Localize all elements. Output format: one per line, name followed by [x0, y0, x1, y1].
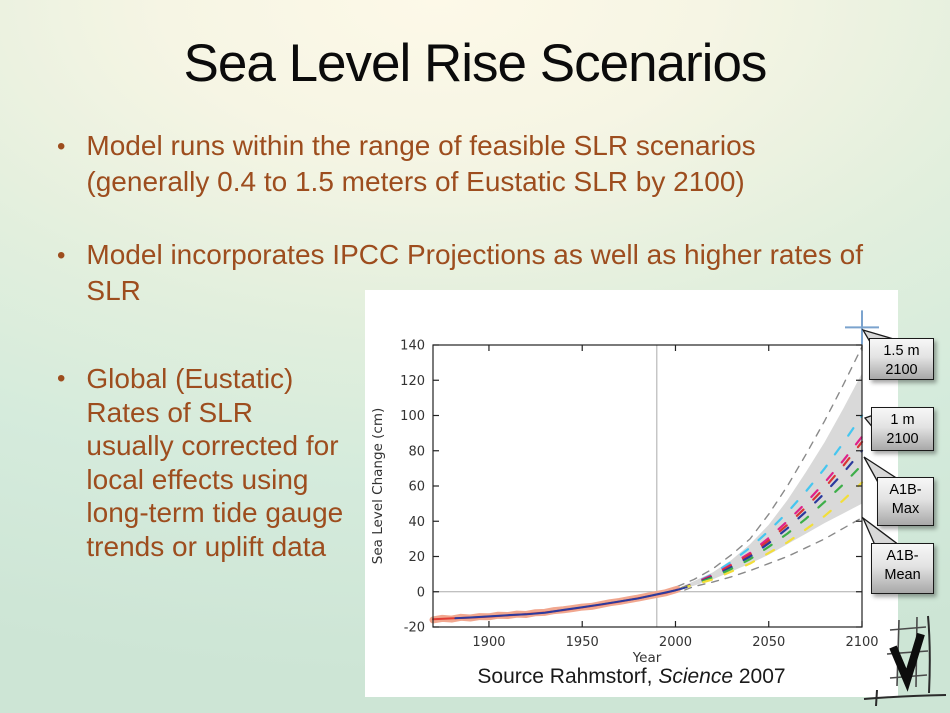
x-tick-label: 1950 [566, 635, 599, 650]
y-tick-label: 140 [400, 339, 425, 354]
check-v-mark [889, 632, 925, 692]
series-scenario-yellow [679, 481, 864, 590]
callout-line: 2100 [885, 361, 918, 378]
bullet-item-2: • Model incorporates IPCC Projections as… [57, 237, 877, 310]
bullet-text-1: Model runs within the range of feasible … [86, 130, 756, 198]
y-tick-label: 100 [400, 409, 425, 424]
x-tick-label: 1900 [472, 635, 505, 650]
bullet-item-3: • Global (Eustatic) Rates of SLR usually… [57, 362, 357, 564]
series-model-fit-blue [454, 586, 688, 620]
x-axis-label: Year [632, 650, 662, 666]
y-tick-label: 20 [408, 550, 425, 565]
figure-source: Source Rahmstorf, Science 2007 [365, 665, 898, 689]
callout-line: Mean [884, 566, 921, 583]
series-outer-upper-bound [676, 346, 863, 588]
slide-title: Sea Level Rise Scenarios [183, 34, 768, 93]
series-outer-lower-bound [684, 517, 863, 591]
x-tick-label: 2050 [752, 635, 785, 650]
figure-panel: 1900 1950 2000 2050 2100 -20 0 20 40 60 80 100 120 14… [365, 290, 898, 697]
y-tick-label: 60 [408, 480, 425, 495]
bullet-text-3: Global (Eustatic) Rates of SLR usually c… [86, 363, 344, 562]
series-scenario-green [679, 463, 864, 590]
chart-generated: 1900 1950 2000 2050 2100 -20 0 20 40 60 80 100 120 14… [400, 310, 879, 650]
source-suffix: 2007 [733, 665, 786, 688]
bullet-marker: • [57, 133, 66, 160]
bullet-item-1: • Model runs within the range of feasibl… [57, 128, 862, 201]
callout-a1b-max: A1B- Max [877, 477, 934, 526]
y-tick-label: 0 [417, 585, 425, 600]
callout-line: 1.5 m [883, 343, 920, 359]
x-tick-label: 2000 [659, 635, 692, 650]
bullet-text-2: Model incorporates IPCC Projections as w… [86, 239, 863, 307]
y-tick-label: 120 [400, 374, 425, 389]
callout-1-5m-2100: 1.5 m 2100 [869, 338, 934, 380]
callout-line: 1 m [890, 412, 915, 428]
series-tide-gauge-observations [429, 585, 681, 624]
y-tick-label: -20 [404, 621, 425, 636]
callout-line: A1B- [886, 548, 919, 564]
x-tick-label: 2100 [845, 635, 878, 650]
y-axis-label: Sea Level Change (cm) [370, 408, 386, 564]
bullet-marker: • [57, 242, 66, 269]
callout-a1b-mean: A1B- Mean [871, 543, 934, 594]
checkmark-doodle [863, 615, 947, 707]
y-tick-label: 40 [408, 515, 425, 530]
callout-line: A1B- [889, 482, 922, 498]
source-prefix: Source Rahmstorf, [477, 665, 659, 688]
slr-chart: 1900 1950 2000 2050 2100 -20 0 20 40 60 80 100 120 14… [370, 310, 879, 666]
y-tick-label: 80 [408, 444, 425, 459]
bullet-marker: • [57, 365, 66, 392]
callout-1m-2100: 1 m 2100 [871, 407, 934, 451]
callout-line: 2100 [886, 430, 919, 447]
callout-line: Max [891, 500, 920, 517]
source-journal: Science [658, 665, 734, 688]
